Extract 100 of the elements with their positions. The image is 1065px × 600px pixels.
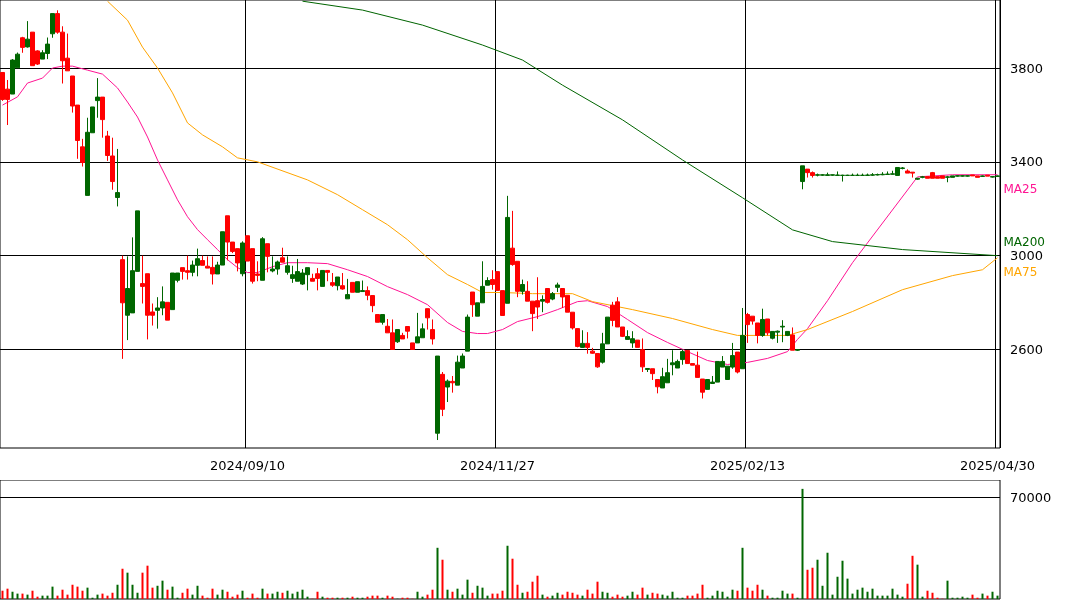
- bar: [6, 588, 9, 599]
- bar: [471, 592, 474, 599]
- bar: [266, 593, 269, 599]
- bar: [801, 488, 804, 599]
- bar: [731, 589, 734, 599]
- candlestick: [410, 342, 415, 350]
- bar: [126, 572, 129, 599]
- bar: [431, 589, 434, 599]
- bar: [286, 590, 289, 599]
- candlestick: [95, 77, 100, 119]
- candlestick: [635, 339, 640, 348]
- bar: [446, 589, 449, 599]
- candlestick: [800, 165, 805, 190]
- candlestick: [555, 282, 560, 293]
- bar: [586, 589, 589, 599]
- bar: [451, 591, 454, 599]
- bar: [911, 555, 914, 599]
- bar: [456, 588, 459, 599]
- bar: [226, 591, 229, 599]
- bar: [871, 588, 874, 599]
- y-tick-label: 3400: [1010, 154, 1044, 170]
- bar: [606, 592, 609, 599]
- bar: [31, 590, 34, 599]
- bar: [931, 592, 934, 599]
- candlestick: [740, 307, 745, 370]
- bar: [21, 593, 24, 599]
- series-label: MA25: [1003, 181, 1038, 196]
- candlestick: [285, 255, 290, 276]
- bar: [716, 590, 719, 599]
- bar: [566, 591, 569, 599]
- bar: [641, 587, 644, 599]
- candlestick: [50, 13, 55, 39]
- candlestick: [645, 367, 650, 373]
- bar: [746, 587, 749, 599]
- candlestick: [350, 281, 355, 293]
- candlestick: [795, 348, 800, 352]
- candlestick: [580, 329, 585, 349]
- bar: [516, 584, 519, 599]
- candlestick: [450, 375, 455, 394]
- candlestick: [430, 318, 435, 346]
- candlestick: [120, 255, 125, 360]
- bar: [316, 591, 319, 599]
- candlestick: [920, 175, 925, 179]
- bar: [171, 586, 174, 599]
- bar: [511, 558, 514, 599]
- bar: [841, 560, 844, 599]
- candlestick: [240, 240, 245, 277]
- candlestick: [200, 255, 205, 266]
- candlestick: [485, 276, 490, 286]
- x-tick-label: 2025/02/13: [710, 458, 785, 473]
- bar: [61, 589, 64, 599]
- candlestick: [80, 138, 85, 168]
- candlestick: [550, 291, 555, 301]
- candlestick: [425, 308, 430, 331]
- candlestick: [345, 278, 350, 300]
- bar: [671, 591, 674, 599]
- candlestick: [405, 326, 410, 339]
- bar: [836, 576, 839, 599]
- bar: [651, 592, 654, 599]
- bar: [271, 593, 274, 599]
- bar: [741, 547, 744, 599]
- bar: [111, 592, 114, 599]
- bar: [491, 593, 494, 599]
- bar: [786, 593, 789, 599]
- candlestick: [585, 331, 590, 355]
- candlestick: [335, 276, 340, 291]
- candlestick: [465, 314, 470, 352]
- bar: [761, 589, 764, 599]
- bar: [436, 547, 439, 599]
- series-label: MA75: [1003, 264, 1038, 279]
- bar: [241, 590, 244, 599]
- candlestick: [20, 36, 25, 54]
- y-tick-label: 3800: [1010, 60, 1044, 76]
- candlestick: [640, 337, 645, 373]
- candlestick: [445, 379, 450, 403]
- bar: [806, 569, 809, 599]
- bar: [521, 592, 524, 599]
- bar: [501, 590, 504, 599]
- bar: [156, 585, 159, 599]
- bar: [16, 593, 19, 599]
- bar: [416, 591, 419, 599]
- candlestick: [545, 288, 550, 305]
- bar: [211, 588, 214, 599]
- candlestick: [540, 294, 545, 313]
- line-series: [2, 65, 998, 365]
- candlestick: [520, 279, 525, 296]
- candlestick: [165, 301, 170, 321]
- bar: [76, 586, 79, 599]
- candlestick: [915, 177, 920, 181]
- bar: [811, 567, 814, 599]
- x-tick-label: 2024/11/27: [460, 458, 535, 473]
- bar: [136, 592, 139, 599]
- candlestick: [470, 291, 475, 318]
- bar: [441, 559, 444, 599]
- line-series: [107, 0, 998, 336]
- candlestick: [25, 20, 30, 49]
- bar: [906, 583, 909, 599]
- bar: [296, 591, 299, 599]
- y-tick-label: 3000: [1010, 248, 1044, 264]
- bar: [816, 559, 819, 599]
